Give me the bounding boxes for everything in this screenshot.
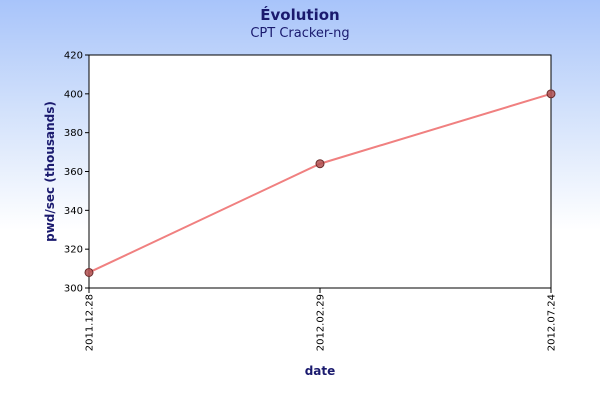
series-layer: [84, 89, 556, 277]
y-tick-label: 420: [64, 51, 83, 62]
x-tick-label: 2012.02.29: [316, 294, 327, 351]
y-tick-label: 380: [64, 128, 83, 139]
y-tick-label: 320: [64, 245, 83, 256]
y-axis-label: pwd/sec (thousands): [43, 101, 57, 242]
data-point: [546, 89, 556, 99]
x-axis: 2011.12.28 2012.02.29 2012.07.24: [85, 288, 558, 351]
y-tick-label: 400: [64, 89, 83, 100]
y-tick-label: 340: [64, 206, 83, 217]
x-axis-label: date: [305, 364, 336, 378]
chart-subtitle: CPT Cracker-ng: [250, 26, 350, 41]
data-point: [84, 267, 94, 277]
x-tick-label: 2011.12.28: [85, 294, 96, 351]
y-tick-label: 300: [64, 284, 83, 295]
x-tick-label: 2012.07.24: [547, 294, 558, 351]
plot-area: [88, 54, 552, 289]
chart-title: Évolution: [260, 6, 340, 24]
data-point: [315, 159, 325, 169]
y-tick-label: 360: [64, 167, 83, 178]
y-axis: 300 320 340 360 380 400 420: [64, 51, 89, 295]
